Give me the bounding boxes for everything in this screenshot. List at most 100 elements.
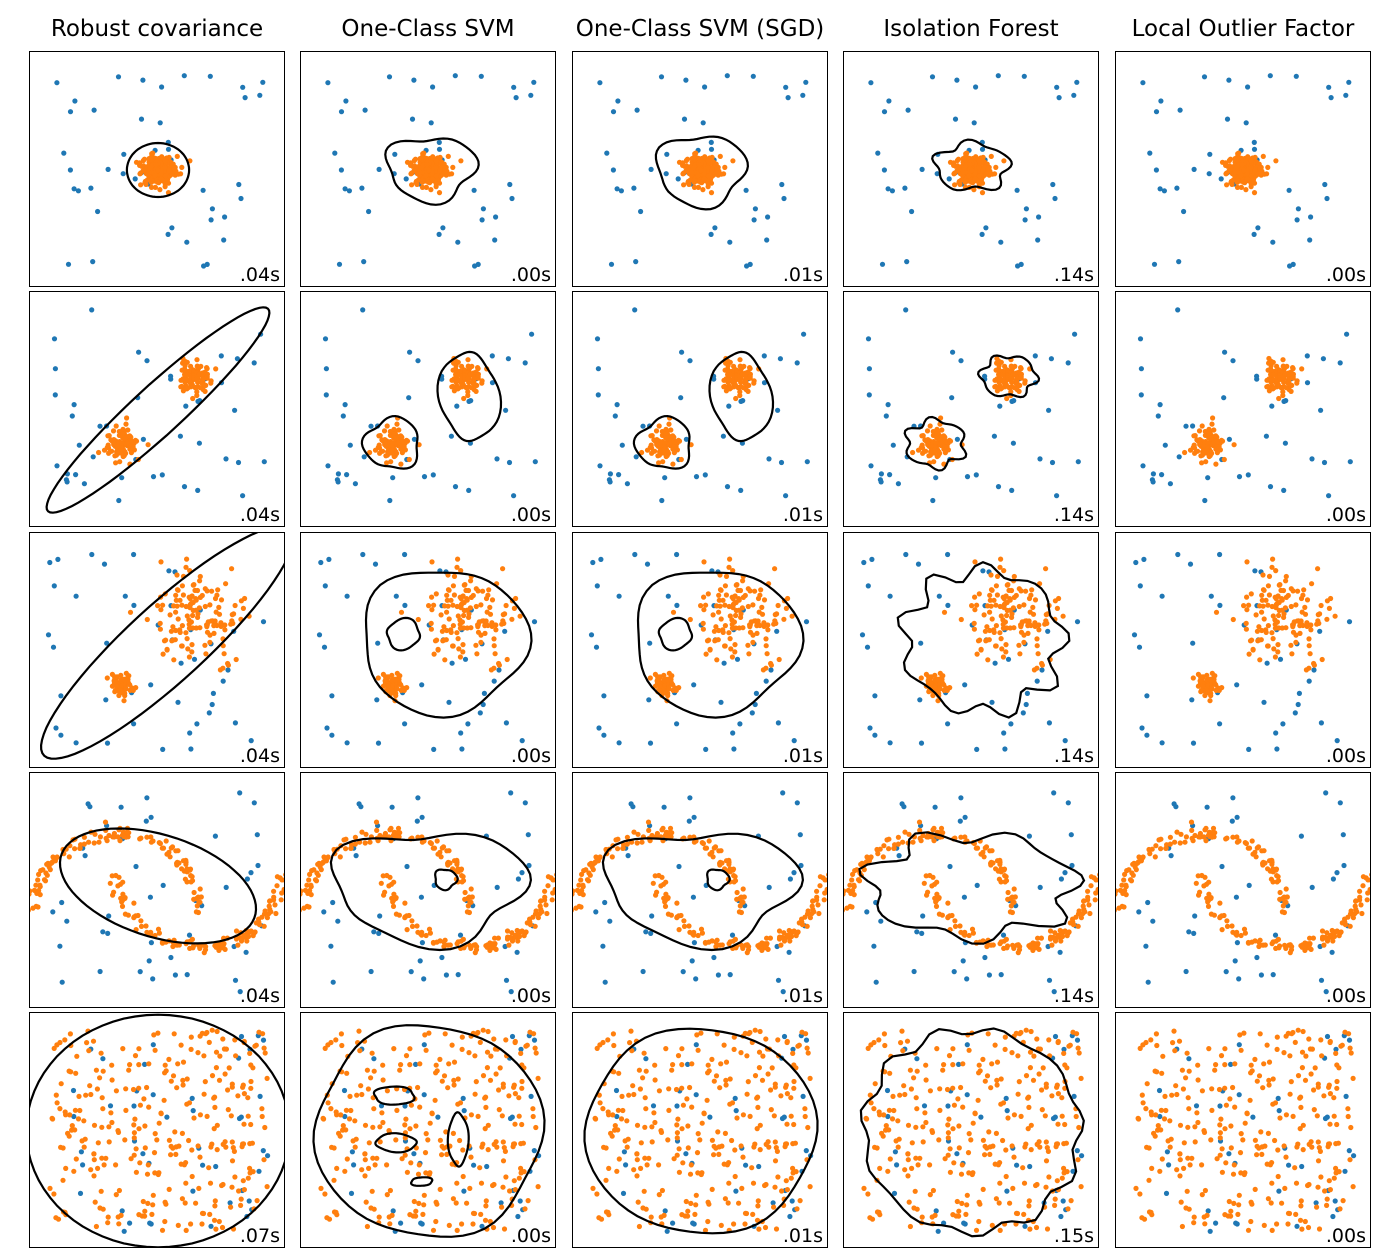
inlier-point: [957, 923, 963, 929]
inlier-point: [86, 839, 92, 845]
inlier-point: [721, 384, 727, 390]
inlier-point: [1022, 380, 1028, 386]
inlier-point: [578, 877, 584, 883]
inlier-point: [519, 928, 525, 934]
inlier-point: [42, 878, 49, 884]
inlier-point: [198, 363, 204, 369]
inlier-point: [175, 616, 181, 622]
outlier-point: [346, 188, 352, 194]
inlier-point: [714, 657, 720, 663]
inlier-point: [211, 630, 217, 636]
inlier-point: [597, 854, 603, 860]
outlier-point: [1205, 475, 1211, 481]
inlier-point: [123, 421, 129, 427]
inlier-point: [104, 675, 110, 681]
outlier-point: [648, 930, 654, 936]
inlier-point: [197, 578, 203, 584]
inlier-point: [976, 158, 982, 164]
fit-time-label: .04s: [239, 745, 280, 767]
inlier-point: [1003, 382, 1009, 388]
inlier-point: [1004, 395, 1010, 402]
inlier-point: [189, 649, 195, 655]
outlier-point: [389, 804, 395, 810]
outlier-point: [861, 559, 867, 566]
inlier-point: [1234, 184, 1241, 190]
outlier-point: [964, 474, 971, 480]
inlier-point: [1266, 592, 1272, 598]
inlier-point: [148, 834, 154, 840]
outlier-point: [177, 433, 183, 439]
inlier-point: [736, 625, 742, 631]
subplot-svg: [859, 551, 1081, 752]
outlier-point: [693, 474, 700, 480]
inlier-point: [1096, 877, 1098, 883]
outlier-point: [1295, 206, 1301, 212]
outlier-point: [257, 92, 263, 98]
inlier-point: [747, 588, 753, 594]
inlier-point: [155, 926, 162, 932]
inlier-point: [768, 662, 774, 668]
outlier-point: [887, 472, 893, 478]
inlier-point: [1221, 456, 1227, 463]
outlier-point: [1159, 472, 1165, 478]
outlier-point: [368, 968, 374, 975]
outlier-point: [1181, 208, 1187, 215]
inlier-point: [241, 932, 247, 939]
inlier-point: [264, 915, 270, 921]
inlier-point: [1280, 389, 1286, 395]
inlier-point: [450, 164, 456, 170]
inlier-point: [705, 173, 711, 179]
inlier-point: [1257, 165, 1263, 171]
outlier-point: [753, 690, 759, 696]
inlier-point: [758, 587, 764, 593]
inlier-point: [996, 363, 1002, 369]
outlier-point: [89, 307, 95, 313]
inlier-point: [1206, 426, 1212, 432]
inlier-point: [854, 867, 860, 873]
inlier-point: [1011, 899, 1017, 905]
inlier-point: [695, 184, 701, 190]
inlier-point: [1319, 656, 1325, 663]
outlier-point: [54, 80, 60, 86]
inlier-point: [1252, 167, 1258, 173]
outlier-point: [1337, 800, 1343, 806]
inlier-point: [382, 441, 388, 447]
inlier-point: [1290, 629, 1297, 635]
outlier-point: [146, 958, 152, 964]
inlier-point: [402, 900, 408, 906]
inlier-point: [156, 840, 162, 846]
inlier-point: [189, 382, 195, 388]
inlier-point: [663, 879, 669, 885]
inlier-point: [1276, 395, 1282, 402]
inlier-point: [433, 165, 439, 171]
inlier-point: [988, 603, 994, 609]
inlier-point: [109, 448, 115, 454]
fit-time-label: .04s: [239, 504, 280, 526]
inlier-point: [468, 899, 474, 905]
inlier-point: [952, 923, 959, 929]
outlier-point: [1232, 958, 1238, 964]
outlier-point: [1131, 632, 1138, 638]
inlier-point: [653, 428, 660, 434]
outlier-point: [76, 442, 82, 448]
inlier-point: [180, 592, 186, 598]
outlier-point: [73, 472, 79, 478]
inlier-point: [187, 945, 193, 951]
inlier-point: [716, 592, 722, 598]
inlier-point: [193, 596, 199, 602]
inlier-point: [1315, 618, 1321, 624]
outlier-point: [1309, 456, 1315, 462]
inlier-point: [717, 603, 723, 609]
outlier-point: [195, 487, 201, 493]
inlier-point: [1004, 612, 1010, 619]
inlier-point: [592, 860, 598, 866]
inlier-point: [670, 609, 677, 615]
outlier-point: [903, 551, 909, 558]
inlier-point: [1078, 915, 1084, 921]
outlier-point: [1150, 471, 1156, 477]
outlier-point: [101, 561, 108, 567]
outlier-point: [330, 979, 336, 985]
inlier-point: [113, 674, 119, 680]
outlier-point: [738, 398, 744, 404]
inlier-point: [209, 588, 215, 594]
